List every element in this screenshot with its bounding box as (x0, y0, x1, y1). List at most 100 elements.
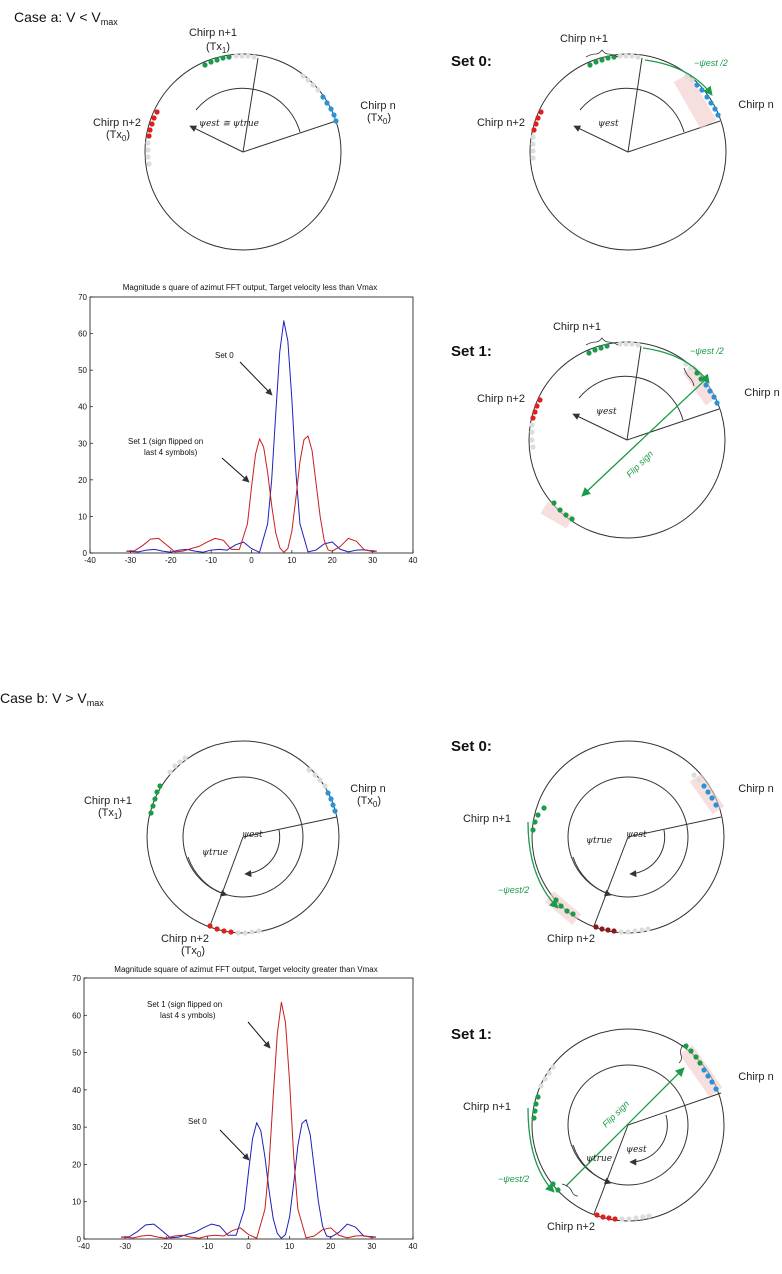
label-chirp-n2: Chirp n+2 (93, 117, 141, 129)
set1-chirp-n2: Chirp n+2 (477, 393, 525, 405)
case-a-heading: Case a: V < Vmax (14, 9, 118, 27)
set1-chirp-n: Chirp n (744, 387, 779, 399)
y-tick-label: 10 (78, 512, 87, 521)
chart-b-title: Magnitude square of azimut FFT output, T… (114, 965, 377, 974)
angle-label: ψest ≅ ψtrue (199, 119, 259, 129)
series-line-0 (126, 320, 377, 553)
b-set0-chirp-n2: Chirp n+2 (547, 933, 595, 945)
b-set1-green: −ψest/2 (498, 1174, 529, 1184)
set0-chirp-n2: Chirp n+2 (477, 117, 525, 129)
chart-b-annot-set1b: last 4 s ymbols) (160, 1011, 216, 1020)
dots-green (202, 54, 232, 68)
series-line-0 (120, 1119, 377, 1239)
label-tx1: (Tx1) (206, 41, 230, 55)
x-tick-label: 40 (409, 556, 418, 565)
y-tick-label: 30 (78, 439, 87, 448)
label-tx0: (Tx0) (367, 112, 391, 126)
b-set0-green: −ψest/2 (498, 885, 529, 895)
y-tick-label: 0 (83, 549, 88, 558)
b-set0-chirp-n: Chirp n (738, 783, 773, 795)
x-tick-label: -40 (84, 556, 96, 565)
y-tick-label: 20 (72, 1160, 81, 1169)
y-tick-label: 50 (72, 1049, 81, 1058)
b-set1-chirp-n2: Chirp n+2 (547, 1221, 595, 1233)
x-tick-label: 0 (249, 556, 254, 565)
x-tick-label: -10 (202, 1242, 214, 1251)
set0-angle: ψest (598, 119, 619, 129)
case-a-set1-label: Set 1: (451, 343, 492, 360)
chart-a-title: Magnitude s quare of azimut FFT output, … (123, 283, 378, 292)
b-set0-chirp-n1: Chirp n+1 (463, 813, 511, 825)
y-tick-label: 30 (72, 1123, 81, 1132)
chart-b: -40 -30 -20 -10 0 10 20 30 40 0 10 20 30 40 50 60 70 (72, 974, 418, 1251)
b-label-tx0b: (Tx0) (181, 945, 205, 959)
b-label-chirp-n: Chirp n (350, 783, 385, 795)
b-set1-chirp-n1: Chirp n+1 (463, 1101, 511, 1113)
x-tick-label: -40 (78, 1242, 90, 1251)
x-tick-label: 20 (328, 556, 337, 565)
set1-flip-label: Flip sign (624, 449, 655, 480)
set0-green-label: −ψest /2 (694, 58, 728, 68)
series-line-1 (120, 1001, 377, 1239)
label-chirp-n1: Chirp n+1 (189, 27, 237, 39)
x-tick-label: 10 (287, 556, 296, 565)
series-line-1 (126, 435, 377, 553)
case-a-left-diagram: Chirp n+1 (Tx1) Chirp n (Tx0) Chirp n+2 … (93, 27, 396, 251)
y-tick-label: 0 (77, 1235, 82, 1244)
y-tick-label: 50 (78, 366, 87, 375)
y-tick-label: 40 (78, 403, 87, 412)
case-b-set0-diagram: Chirp n Chirp n+1 Chirp n+2 ψtrue ψest −… (463, 740, 774, 945)
label-tx0b: (Tx0) (106, 129, 130, 143)
plot-frame (83, 977, 414, 1240)
x-tick-label: 20 (326, 1242, 335, 1251)
set1-chirp-n1: Chirp n+1 (553, 321, 601, 333)
x-tick-label: -20 (160, 1242, 172, 1251)
b-set0-angle-est: ψest (626, 830, 647, 840)
case-a-set0-label: Set 0: (451, 53, 492, 70)
b-angle-est: ψest (242, 830, 263, 840)
b-label-chirp-n1: Chirp n+1 (84, 795, 132, 807)
b-label-tx0: (Tx0) (357, 795, 381, 809)
x-tick-label: 40 (409, 1242, 418, 1251)
y-tick-label: 70 (78, 293, 87, 302)
y-tick-label: 60 (78, 330, 87, 339)
y-tick-label: 10 (72, 1198, 81, 1207)
case-b-set1-diagram: Chirp n Chirp n+1 Chirp n+2 ψtrue ψest −… (463, 1028, 774, 1233)
plot-frame (89, 296, 414, 554)
x-tick-label: -30 (125, 556, 137, 565)
x-tick-label: -30 (119, 1242, 131, 1251)
b-label-chirp-n2: Chirp n+2 (161, 933, 209, 945)
x-tick-label: 0 (246, 1242, 251, 1251)
case-b-left-diagram: Chirp n (Tx0) Chirp n+1 (Tx1) Chirp n+2 … (84, 740, 386, 959)
chart-b-annot-set1a: Set 1 (sign flipped on (147, 1000, 222, 1009)
y-tick-label: 20 (78, 476, 87, 485)
x-tick-label: -10 (205, 556, 217, 565)
case-a-set0-diagram: Chirp n+1 Chirp n Chirp n+2 ψest −ψest /… (477, 33, 774, 251)
b-angle-true: ψtrue (202, 848, 228, 858)
set0-chirp-n1: Chirp n+1 (560, 33, 608, 45)
set0-chirp-n: Chirp n (738, 99, 773, 111)
b-set0-angle-true: ψtrue (586, 836, 612, 846)
chart-a-annot-set0: Set 0 (215, 351, 234, 360)
b-set1-angle-true: ψtrue (586, 1154, 612, 1164)
chart-b-annot-set0: Set 0 (188, 1117, 207, 1126)
x-tick-label: 30 (367, 1242, 376, 1251)
chart-a: -40 -30 -20 -10 0 10 20 30 40 0 10 20 30 40 50 60 70 (78, 293, 418, 565)
label-chirp-n: Chirp n (360, 100, 395, 112)
case-b-heading: Case b: V > Vmax (0, 690, 104, 708)
b-set1-angle-est: ψest (626, 1145, 647, 1155)
x-tick-label: 10 (285, 1242, 294, 1251)
x-tick-label: -20 (165, 556, 177, 565)
x-tick-label: 30 (368, 556, 377, 565)
b-set1-chirp-n: Chirp n (738, 1071, 773, 1083)
set1-green-label: −ψest /2 (690, 346, 724, 356)
case-b-set0-label: Set 0: (451, 738, 492, 755)
y-tick-label: 60 (72, 1011, 81, 1020)
chart-a-annot-set1b: last 4 symbols) (144, 448, 198, 457)
b-label-tx1: (Tx1) (98, 807, 122, 821)
set1-angle: ψest (596, 407, 617, 417)
y-tick-label: 40 (72, 1086, 81, 1095)
y-tick-label: 70 (72, 974, 81, 983)
case-b-set1-label: Set 1: (451, 1026, 492, 1043)
